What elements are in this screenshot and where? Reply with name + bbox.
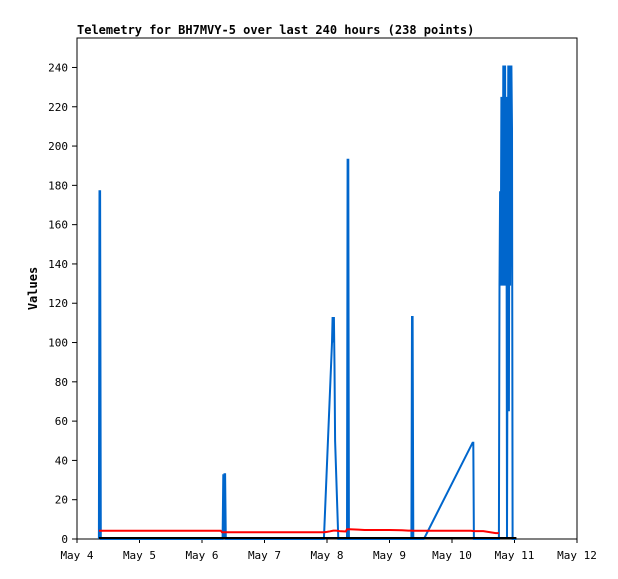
y-tick-label: 80	[55, 376, 68, 389]
x-tick-label: May 8	[310, 549, 343, 562]
y-tick-label: 200	[48, 140, 68, 153]
x-tick-label: May 6	[185, 549, 218, 562]
y-tick-label: 100	[48, 337, 68, 350]
y-tick-label: 220	[48, 101, 68, 114]
series-line	[98, 528, 499, 535]
x-tick-label: May 7	[248, 549, 281, 562]
y-tick-label: 20	[55, 494, 68, 507]
y-tick-label: 140	[48, 258, 68, 271]
y-tick-label: 0	[61, 533, 68, 546]
y-tick-label: 120	[48, 297, 68, 310]
y-tick-label: 240	[48, 61, 68, 74]
y-tick-label: 60	[55, 415, 68, 428]
y-axis-label: Values	[26, 267, 40, 310]
x-tick-label: May 9	[373, 549, 406, 562]
y-axis: 0 20 40 60 80 100 120 140 160 180 200 220 240	[48, 61, 77, 546]
series-line	[97, 65, 517, 540]
series-layer	[97, 65, 517, 540]
x-tick-label: May 11	[495, 549, 535, 562]
x-tick-label: May 5	[123, 549, 156, 562]
x-axis: May 4 May 5 May 6 May 7 May 8 May 9 May 10 May …	[60, 539, 597, 562]
x-tick-label: May 10	[432, 549, 472, 562]
x-tick-label: May 12	[557, 549, 597, 562]
y-tick-label: 40	[55, 454, 68, 467]
y-tick-label: 160	[48, 219, 68, 232]
chart-title: Telemetry for BH7MVY-5 over last 240 hou…	[77, 23, 474, 37]
x-tick-label: May 4	[60, 549, 93, 562]
y-tick-label: 180	[48, 179, 68, 192]
